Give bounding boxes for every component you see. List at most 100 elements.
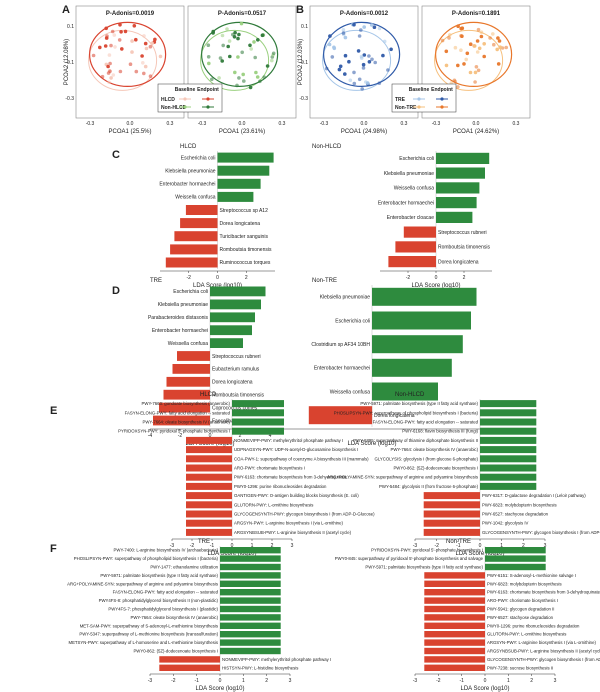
category-label: ARG+POLYAMINE-SYN: superpathway of argin… xyxy=(327,475,478,480)
tick-label: -4 xyxy=(148,433,153,439)
bar xyxy=(232,418,284,426)
bar xyxy=(210,312,255,323)
bar xyxy=(220,631,281,638)
tick-label: -0.3 xyxy=(65,96,74,102)
data-point xyxy=(495,47,500,52)
confidence-ellipse xyxy=(435,21,513,88)
tick-label: 2 xyxy=(522,543,525,549)
tick-label: -0.1 xyxy=(65,60,74,66)
bar xyxy=(436,197,477,209)
category-label: PWY-1477: ethanolamine utilization xyxy=(150,565,218,570)
bar xyxy=(163,389,210,400)
bar xyxy=(220,622,281,629)
data-point xyxy=(327,42,332,47)
data-point xyxy=(141,61,145,65)
data-point xyxy=(150,41,154,46)
tick-label: -0.3 xyxy=(86,121,95,127)
data-point xyxy=(460,34,464,38)
category-label: ARGSYN-PWY: L-arginine biosynthesis I (v… xyxy=(487,640,596,645)
data-point xyxy=(241,72,245,77)
tick-label: 3 xyxy=(544,543,547,549)
category-label: Dorea longicatena xyxy=(374,413,415,419)
legend-header: Baseline xyxy=(409,87,430,93)
bar xyxy=(423,510,480,518)
tick-label: 2 xyxy=(265,678,268,684)
category-label: GLYCOGENSYNTH-PWY: glycogen biosynthesis… xyxy=(487,657,600,662)
category-label: Escherichia coli xyxy=(181,155,216,161)
tick-label: -0.1 xyxy=(299,60,308,66)
tick-label: 0.0 xyxy=(239,121,246,127)
data-point xyxy=(453,79,457,84)
tick-label: 0 xyxy=(231,543,234,549)
bar xyxy=(436,211,473,223)
bar xyxy=(186,455,232,463)
category-label: PWY0-1296: purine ribonucleosides degrad… xyxy=(487,623,580,628)
tick-label: 2 xyxy=(463,275,466,281)
category-label: PWY-7663: gondoate biosynthesis (anaerob… xyxy=(142,401,231,406)
data-point xyxy=(356,49,361,53)
bar xyxy=(210,299,261,310)
category-label: PWY-1042: glycolysis IV xyxy=(482,521,529,526)
data-point xyxy=(370,57,374,62)
tick-label: 1 xyxy=(251,543,254,549)
tick-label: 3 xyxy=(291,543,294,549)
tick-label: 0.3 xyxy=(167,121,174,127)
legend-label: TRE xyxy=(395,97,406,103)
category-label: OANTIGEN-PWY: O-antigen building blocks … xyxy=(234,493,359,498)
category-label: PWY-7400: L-arginine biosynthesis IV (ar… xyxy=(114,548,219,553)
x-axis-label: PCOA1 (24.98%) xyxy=(341,129,387,135)
data-point xyxy=(473,80,477,84)
data-point xyxy=(468,42,473,46)
category-label: PWY-6895: superpathway of thiamine dipho… xyxy=(353,438,478,443)
bar xyxy=(186,446,232,454)
category-label: Enterobacter hormaechei xyxy=(378,200,434,206)
category-label: PWY-6168: flavin biosynthesis III (fungi… xyxy=(402,429,478,434)
data-point xyxy=(235,83,239,88)
legend-label: Non-HLCD xyxy=(161,105,187,111)
bar xyxy=(403,226,436,238)
legend-swatch xyxy=(206,97,210,101)
data-point xyxy=(492,42,496,47)
x-axis-label: LDA Score (log10) xyxy=(185,441,234,447)
bar xyxy=(232,409,284,417)
legend-swatch xyxy=(417,105,421,109)
data-point xyxy=(98,45,102,50)
bar xyxy=(186,501,232,509)
data-point xyxy=(237,32,241,37)
data-point xyxy=(361,66,366,70)
confidence-ellipse xyxy=(322,29,392,91)
data-point xyxy=(343,53,348,58)
data-point xyxy=(479,34,484,39)
bar xyxy=(480,473,537,481)
category-label: Romboutsia timonensis xyxy=(438,245,490,251)
bar xyxy=(372,335,463,354)
bar xyxy=(424,647,485,655)
bar xyxy=(480,446,537,454)
data-point xyxy=(444,49,449,54)
tick-label: -2 xyxy=(406,275,411,281)
category-label: PWY-5971: palmitate biosynthesis (type I… xyxy=(360,401,478,406)
bar xyxy=(220,555,281,562)
bar xyxy=(480,482,537,490)
data-point xyxy=(270,58,274,63)
tick-label: -2 xyxy=(171,678,176,684)
tick-label: 0 xyxy=(479,543,482,549)
bar xyxy=(172,364,210,374)
tick-label: -1 xyxy=(459,678,464,684)
bar xyxy=(424,622,485,629)
bar xyxy=(423,492,480,500)
category-label: GLYCOGENSYNTH-PWY: glycogen biosynthesis… xyxy=(482,530,600,535)
bar xyxy=(424,580,485,587)
data-point xyxy=(496,36,500,40)
tick-label: -3 xyxy=(413,678,418,684)
data-point xyxy=(462,62,466,66)
panel-letter: A xyxy=(62,4,70,16)
adonis-title: P-Adonis=0.0012 xyxy=(340,11,389,17)
data-point xyxy=(227,39,232,43)
legend-label: HLCD xyxy=(161,97,175,103)
data-point xyxy=(456,24,460,29)
bar xyxy=(166,376,210,387)
data-point xyxy=(120,47,124,51)
data-point xyxy=(357,77,362,82)
bar xyxy=(424,614,485,621)
